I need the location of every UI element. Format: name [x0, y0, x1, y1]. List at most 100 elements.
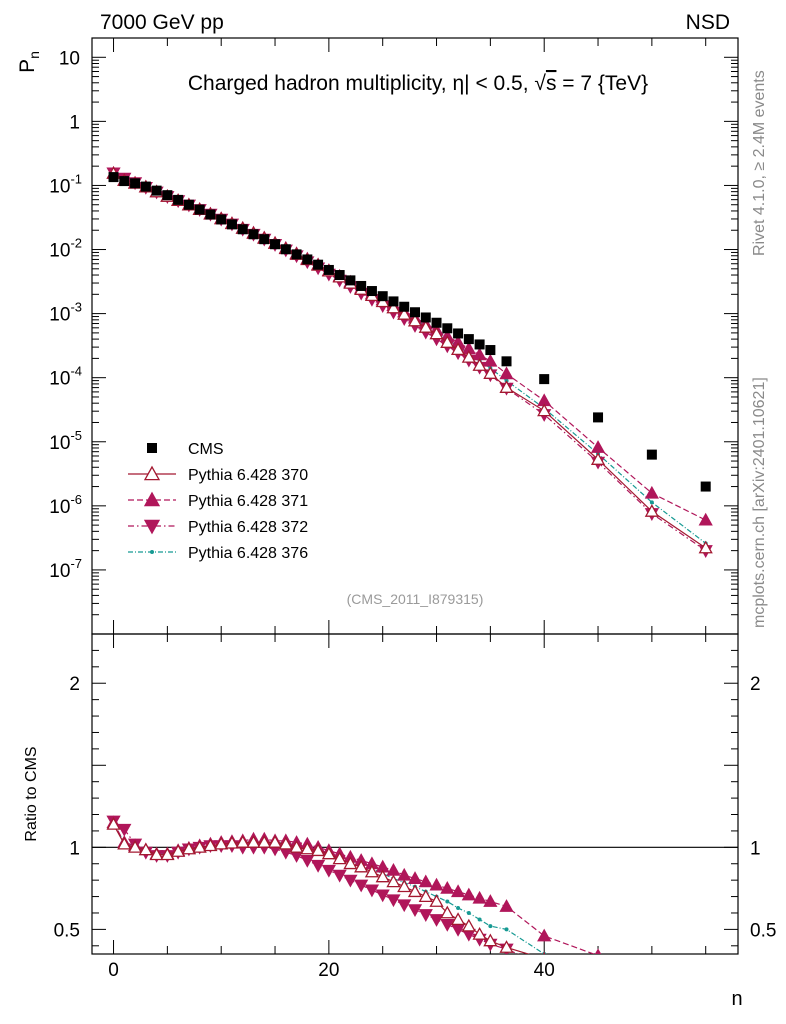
series-point: [418, 320, 433, 333]
ratio-plot-frame: [91, 633, 739, 955]
ratio-series-point: [397, 899, 412, 913]
data-point: [130, 178, 141, 189]
y-tick-label: 10-7: [49, 556, 82, 582]
ratio-series-point: [364, 864, 380, 878]
y-tick-label: 10-1: [49, 171, 82, 197]
ratio-series-point: [160, 847, 175, 861]
legend: CMS Pythia 6.428 370 Pythia 6.428 371 Pythi…: [128, 441, 308, 562]
data-point: [205, 209, 216, 220]
ratio-series-point: [418, 909, 433, 922]
ratio-y-tick-label: 0.5: [54, 920, 80, 941]
legend-marker: [143, 491, 161, 507]
y-tick-label: 10-3: [49, 300, 82, 326]
series-point: [386, 300, 401, 314]
data-point: [474, 339, 485, 350]
data-point: [356, 280, 367, 291]
data-point: [485, 345, 496, 356]
ratio-series-point: [594, 948, 602, 954]
ratio-series-point: [407, 871, 423, 884]
data-point: [323, 264, 334, 275]
series-line: [113, 172, 707, 549]
ratio-y-tick-label: 2: [69, 674, 80, 695]
ratio-series-point: [332, 851, 347, 865]
ratio-series-point: [332, 869, 347, 883]
data-point: [539, 374, 550, 385]
ratio-series-point: [343, 874, 358, 888]
series-point: [537, 403, 552, 417]
ratio-series-point: [450, 923, 466, 937]
side-label-mcplots: mcplots.cern.ch [arXiv:2401.10621]: [751, 377, 768, 628]
ratio-series-point: [310, 843, 326, 857]
ratio-series-point: [235, 835, 250, 848]
ratio-series-point: [192, 839, 207, 853]
ratio-series-point: [257, 835, 272, 848]
ratio-series-point: [171, 844, 186, 857]
ratio-series-point: [354, 859, 369, 873]
ratio-series-point: [440, 881, 455, 894]
ratio-series-point: [429, 894, 444, 907]
ratio-series-point: [224, 835, 240, 849]
legend-marker: [143, 519, 161, 535]
ratio-series-point: [445, 899, 450, 904]
series-point: [461, 349, 476, 363]
y-axis-label-main: Pn: [16, 51, 42, 73]
y-tick-label: 10: [59, 48, 80, 69]
data-point: [453, 328, 464, 339]
ratio-series-point: [504, 927, 509, 932]
ratio-series-point: [646, 984, 658, 995]
y-tick-label: 10-5: [49, 428, 82, 454]
ratio-series-point: [181, 841, 197, 855]
legend-marker: [147, 443, 157, 453]
legend-marker: [143, 465, 161, 481]
ratio-series-point: [456, 906, 461, 911]
ratio-series-point: [397, 867, 412, 881]
ratio-series-point: [418, 874, 433, 888]
x-tick-label: 40: [534, 960, 555, 981]
ratio-series-point: [646, 987, 658, 998]
data-point: [377, 291, 388, 302]
ratio-series-point: [386, 874, 401, 888]
data-point: [226, 219, 237, 230]
ratio-series-point: [418, 889, 433, 903]
ratio-y-tick-label-right: 0.5: [750, 920, 776, 941]
data-point: [410, 307, 420, 318]
ratio-series-point: [117, 836, 132, 850]
ratio-series-point: [596, 965, 600, 969]
ratio-series-point: [592, 974, 604, 985]
data-point: [140, 181, 151, 192]
series-point: [499, 380, 514, 393]
data-point: [162, 190, 173, 201]
data-point: [248, 229, 259, 240]
ratio-series-point: [407, 884, 423, 898]
ratio-series-point: [364, 884, 380, 898]
data-point: [646, 449, 657, 460]
ratio-series-point: [375, 889, 390, 903]
ratio-y-tick-label: 1: [69, 838, 80, 859]
ratio-series-point: [461, 918, 476, 932]
ratio-series-point: [472, 926, 487, 940]
legend-label: Pythia 6.428 376: [188, 545, 308, 562]
series-point: [472, 347, 487, 361]
ratio-series-point: [246, 835, 261, 848]
header-left: 7000 GeV pp: [100, 11, 224, 34]
legend-marker: [150, 550, 154, 554]
data-point: [313, 259, 324, 270]
ratio-series-point: [321, 864, 336, 878]
y-tick-label: 10-6: [49, 492, 82, 518]
legend-label: Pythia 6.428 372: [188, 519, 308, 536]
ratio-series-point: [440, 905, 455, 919]
ratio-series-point: [375, 869, 390, 883]
ratio-series-point: [466, 910, 471, 915]
data-point: [420, 312, 431, 323]
data-point: [108, 172, 119, 183]
data-point: [183, 199, 194, 210]
ratio-series-point: [542, 951, 546, 954]
ratio-series-point: [488, 924, 493, 929]
series-point: [499, 366, 514, 380]
data-point: [119, 176, 130, 187]
ratio-series-point: [117, 823, 132, 837]
y-tick-label: 1: [69, 112, 80, 133]
y-tick-label: 10-4: [49, 364, 82, 390]
ratio-series-point: [354, 879, 369, 893]
